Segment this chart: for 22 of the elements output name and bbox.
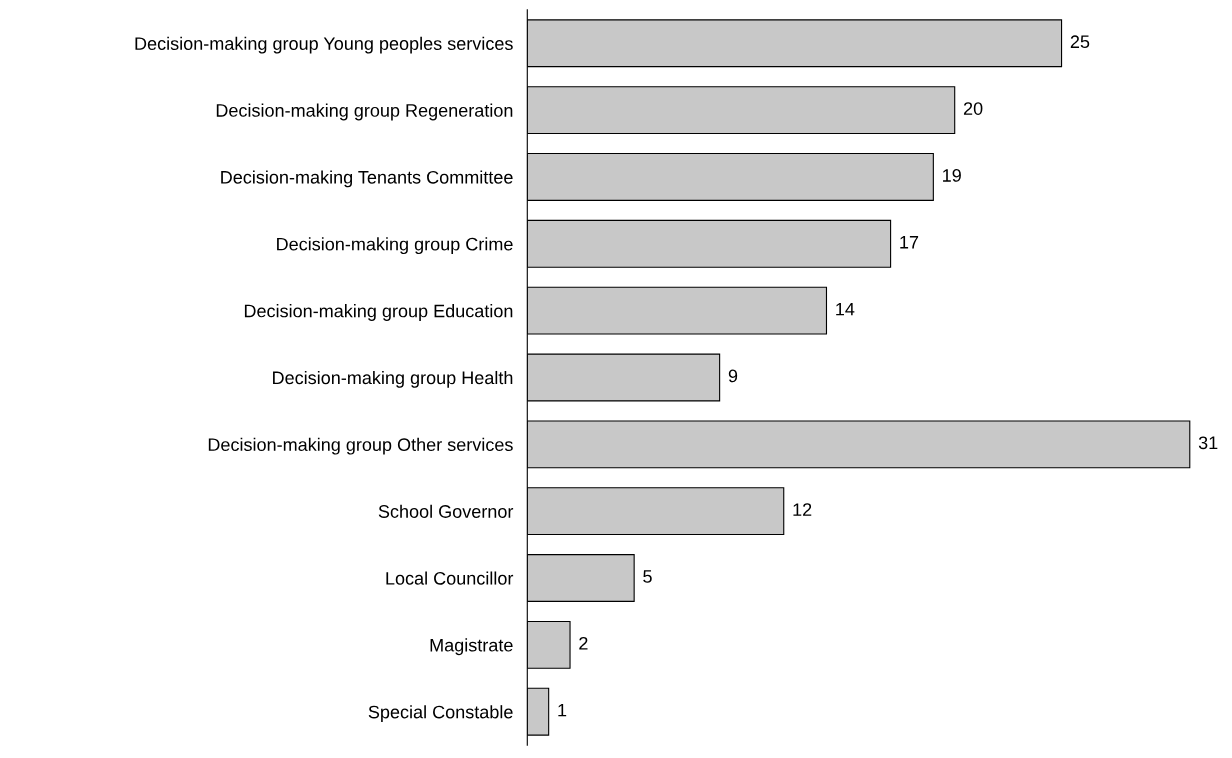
data-label: 31 [1198,436,1218,450]
data-label: 20 [963,102,983,115]
y-tick-label: Decision-making group Health [273,370,513,388]
data-label: 1 [558,703,567,717]
y-tick-label: Decision-making group Young peoples services [135,36,513,54]
data-label: 12 [793,503,812,516]
y-tick-label: Decision-making group Regeneration [216,103,513,121]
y-tick-label: Decision-making group Education [244,304,513,321]
data-label: 25 [1070,35,1090,49]
y-tick-label: Local Councillor [386,571,514,585]
data-label: 14 [836,302,855,316]
data-label: 17 [900,236,919,249]
y-tick-label: Decision-making Tenants Committee [221,170,513,188]
data-label: 9 [728,369,738,383]
y-tick-label: Decision-making group Crime [277,237,513,255]
y-tick-label: School Governor [378,504,514,518]
data-label: 2 [579,636,588,650]
data-label: 19 [943,169,961,182]
data-label: 5 [643,570,652,583]
y-tick-label: Decision-making group Other services [208,437,513,455]
y-tick-label: Magistrate [430,638,513,656]
y-tick-label: Special Constable [368,705,513,722]
